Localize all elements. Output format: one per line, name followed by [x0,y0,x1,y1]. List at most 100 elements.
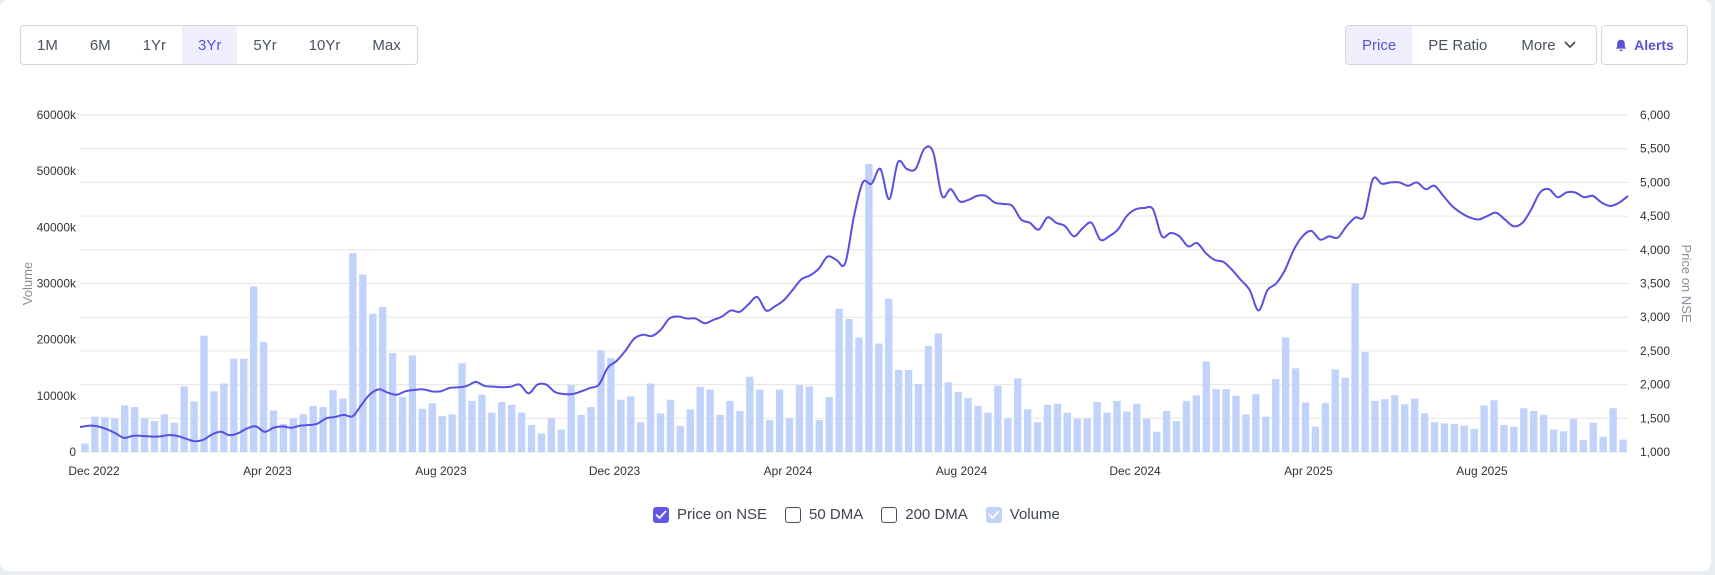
volume-bar [279,423,288,452]
legend-item-price[interactable]: Price on NSE [653,506,767,523]
volume-bar [1162,411,1171,452]
volume-bar [1410,398,1419,452]
range-tab-10yr[interactable]: 10Yr [308,36,341,54]
volume-bar [160,414,169,452]
volume-bar [408,355,417,452]
volume-bar [746,376,754,452]
volume-bar [1440,423,1449,452]
volume-bar [1113,400,1121,452]
volume-bar [1272,378,1280,452]
volume-bar [398,396,407,452]
more-dropdown[interactable]: More [1503,26,1595,64]
legend-item-200dma[interactable]: 200 DMA [881,506,968,523]
volume-bar [91,416,99,452]
chevron-down-icon [1564,41,1575,48]
volume-bar [885,298,893,452]
volume-bar [1043,404,1052,452]
volume-bar [1053,403,1062,452]
volume-bar [1083,418,1091,452]
check-icon [655,510,667,519]
range-tab-max[interactable]: Max [372,36,401,54]
legend-item-volume[interactable]: Volume [985,506,1060,523]
volume-bar [914,384,923,452]
volume-bar [646,383,655,452]
range-tab-1yr[interactable]: 1Yr [142,36,167,54]
volume-bar [726,400,734,452]
volume-bar [200,335,208,452]
volume-bar [815,419,823,452]
volume-bar [101,417,109,452]
volume-bar [954,391,962,452]
volume-bar [1073,418,1081,452]
volume-checkbox[interactable] [985,506,1002,523]
more-label: More [1521,36,1556,54]
volume-bar [1331,369,1339,452]
volume-bar [1172,421,1181,452]
volume-bar [1361,352,1369,452]
volume-bar [1023,409,1032,452]
volume-bar [1182,400,1191,452]
volume-bar [299,414,307,452]
volume-bar [1321,403,1330,452]
range-tab-6m[interactable]: 6M [89,36,111,54]
price-volume-chart: 1,000 1,500 2,000 2,500 3,000 3,500 4,000 4,500… [20,108,1694,478]
volume-bar [349,253,357,452]
volume-bar [1351,283,1359,452]
volume-bar [894,370,903,452]
range-tab-3yr[interactable]: 3Yr [182,26,238,64]
volume-bar [1222,389,1230,452]
bell-icon [1615,39,1627,51]
volume-bar [1093,402,1101,452]
volume-bar [597,350,605,452]
volume-bar [835,308,843,452]
volume-bar [1569,418,1578,452]
range-tab-5yr[interactable]: 5Yr [253,36,277,54]
volume-bar [934,333,943,452]
50dma-checkbox[interactable] [785,506,802,523]
volume-bar [805,386,814,452]
200dma-checkbox[interactable] [881,506,898,523]
volume-bar [845,318,853,452]
volume-bar [1549,429,1558,452]
volume-bar [1401,404,1409,452]
volume-bar [249,286,258,452]
x-tick-label: Apr 2023 [243,464,292,478]
volume-bar [716,414,724,452]
volume-bar [1192,395,1201,452]
price-checkbox[interactable] [653,506,669,523]
volume-bar [468,400,476,452]
volume-bar [527,425,536,452]
volume-bar [1212,389,1220,452]
volume-bar [1599,436,1607,452]
volume-bar [1291,368,1300,452]
volume-bar [488,412,496,452]
volume-bar [81,443,89,452]
volume-bar [825,396,833,452]
range-tab-1m[interactable]: 1M [37,36,58,54]
volume-bar [359,274,367,452]
volume-bar [111,418,119,452]
view-tab-price[interactable]: Price [1346,26,1413,64]
volume-bar [1123,411,1131,452]
view-tab-pe-ratio[interactable]: PE Ratio [1428,36,1488,54]
volume-bar [607,358,615,452]
legend-item-50dma[interactable]: 50 DMA [785,506,863,523]
volume-bar [1500,425,1508,452]
legend-label-volume: Volume [1009,506,1060,523]
volume-bar [1301,402,1310,452]
volume-bar [458,363,466,452]
volume-bar [1004,418,1012,452]
volume-bar [210,391,218,452]
volume-bar [1589,422,1597,452]
x-tick-label: Aug 2025 [1456,464,1508,478]
volume-bar [994,385,1002,452]
volume-bar [944,382,952,452]
volume-bar [1371,400,1379,452]
alerts-button[interactable]: Alerts [1601,25,1688,65]
x-tick-label: Dec 2024 [1109,464,1161,478]
volume-bar [259,341,268,452]
y2-tick-label: 4,500 [1640,209,1670,223]
volume-bar [587,407,595,452]
volume-bar [1559,431,1568,452]
volume-bar [577,414,585,452]
